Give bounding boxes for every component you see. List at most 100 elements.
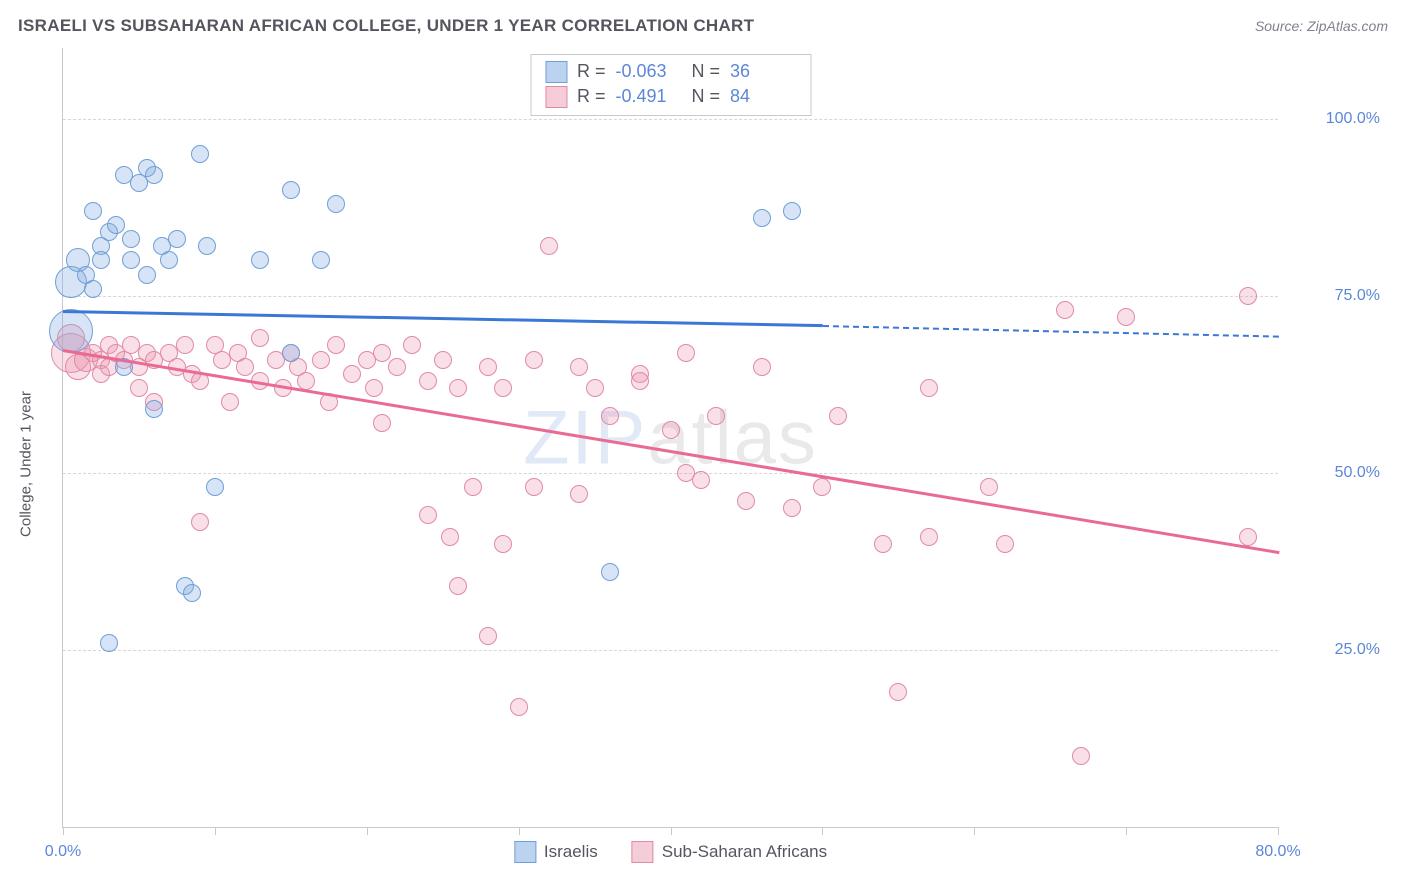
- scatter-point-subsaharan: [889, 683, 907, 701]
- trend-line: [63, 349, 1279, 554]
- scatter-point-israeli: [84, 280, 102, 298]
- stats-box: R = -0.063 N = 36 R = -0.491 N = 84: [530, 54, 811, 116]
- y-axis-label: College, Under 1 year: [18, 391, 35, 537]
- x-tick-label: 0.0%: [45, 843, 81, 861]
- scatter-point-subsaharan: [343, 365, 361, 383]
- scatter-point-subsaharan: [479, 358, 497, 376]
- scatter-point-subsaharan: [631, 372, 649, 390]
- scatter-point-subsaharan: [373, 414, 391, 432]
- x-tick: [63, 827, 64, 835]
- chart-title: ISRAELI VS SUBSAHARAN AFRICAN COLLEGE, U…: [18, 16, 754, 36]
- scatter-point-subsaharan: [327, 336, 345, 354]
- stats-r-label-1: R =: [577, 59, 606, 84]
- scatter-point-israeli: [160, 251, 178, 269]
- scatter-point-subsaharan: [403, 336, 421, 354]
- scatter-point-subsaharan: [236, 358, 254, 376]
- scatter-point-subsaharan: [312, 351, 330, 369]
- scatter-point-israeli: [191, 145, 209, 163]
- scatter-point-subsaharan: [570, 485, 588, 503]
- legend-swatch-2-icon: [632, 841, 654, 863]
- scatter-point-subsaharan: [221, 393, 239, 411]
- scatter-point-israeli: [122, 230, 140, 248]
- scatter-point-israeli: [84, 202, 102, 220]
- swatch-series2-icon: [545, 86, 567, 108]
- gridline: [63, 296, 1278, 297]
- scatter-point-subsaharan: [570, 358, 588, 376]
- scatter-point-israeli: [100, 634, 118, 652]
- legend-label-1: Israelis: [544, 842, 598, 862]
- scatter-point-subsaharan: [707, 407, 725, 425]
- scatter-point-israeli: [198, 237, 216, 255]
- stats-n-label-1: N =: [692, 59, 721, 84]
- scatter-point-israeli: [183, 584, 201, 602]
- scatter-point-subsaharan: [464, 478, 482, 496]
- scatter-point-subsaharan: [996, 535, 1014, 553]
- scatter-point-israeli: [282, 344, 300, 362]
- plot-area: ZIPatlas R = -0.063 N = 36 R = -0.491 N …: [62, 48, 1278, 828]
- scatter-point-subsaharan: [434, 351, 452, 369]
- scatter-point-subsaharan: [373, 344, 391, 362]
- legend-item-series2: Sub-Saharan Africans: [632, 841, 827, 863]
- gridline: [63, 473, 1278, 474]
- source-label: Source: ZipAtlas.com: [1255, 18, 1388, 34]
- stats-r-label-2: R =: [577, 84, 606, 109]
- trend-line: [63, 310, 823, 327]
- chart-container: College, Under 1 year ZIPatlas R = -0.06…: [18, 48, 1388, 880]
- scatter-point-subsaharan: [525, 478, 543, 496]
- stats-n-value-2: 84: [730, 84, 796, 109]
- scatter-point-israeli: [92, 251, 110, 269]
- scatter-point-subsaharan: [494, 535, 512, 553]
- scatter-point-subsaharan: [692, 471, 710, 489]
- scatter-point-subsaharan: [191, 513, 209, 531]
- legend-item-series1: Israelis: [514, 841, 598, 863]
- scatter-point-subsaharan: [920, 379, 938, 397]
- scatter-point-subsaharan: [479, 627, 497, 645]
- bottom-legend: Israelis Sub-Saharan Africans: [514, 841, 827, 863]
- scatter-point-subsaharan: [449, 577, 467, 595]
- x-tick: [1278, 827, 1279, 835]
- x-tick: [1126, 827, 1127, 835]
- stats-row-series1: R = -0.063 N = 36: [545, 59, 796, 84]
- y-tick-label: 100.0%: [1288, 110, 1380, 128]
- x-tick: [671, 827, 672, 835]
- scatter-point-israeli: [107, 216, 125, 234]
- stats-r-value-2: -0.491: [616, 84, 682, 109]
- scatter-point-subsaharan: [365, 379, 383, 397]
- scatter-point-israeli: [601, 563, 619, 581]
- scatter-point-subsaharan: [297, 372, 315, 390]
- scatter-point-subsaharan: [737, 492, 755, 510]
- y-tick-label: 50.0%: [1288, 464, 1380, 482]
- scatter-point-subsaharan: [813, 478, 831, 496]
- scatter-point-subsaharan: [1239, 287, 1257, 305]
- scatter-point-subsaharan: [441, 528, 459, 546]
- scatter-point-israeli: [49, 309, 93, 353]
- scatter-point-subsaharan: [419, 372, 437, 390]
- stats-n-value-1: 36: [730, 59, 796, 84]
- y-tick-label: 75.0%: [1288, 287, 1380, 305]
- scatter-point-subsaharan: [829, 407, 847, 425]
- scatter-point-israeli: [251, 251, 269, 269]
- scatter-point-israeli: [312, 251, 330, 269]
- stats-row-series2: R = -0.491 N = 84: [545, 84, 796, 109]
- swatch-series1-icon: [545, 61, 567, 83]
- x-tick-label: 80.0%: [1255, 843, 1300, 861]
- scatter-point-subsaharan: [494, 379, 512, 397]
- scatter-point-subsaharan: [176, 336, 194, 354]
- scatter-point-subsaharan: [388, 358, 406, 376]
- y-tick-label: 25.0%: [1288, 641, 1380, 659]
- scatter-point-subsaharan: [920, 528, 938, 546]
- scatter-point-israeli: [783, 202, 801, 220]
- scatter-point-subsaharan: [662, 421, 680, 439]
- scatter-point-subsaharan: [251, 329, 269, 347]
- scatter-point-subsaharan: [525, 351, 543, 369]
- trend-line: [823, 325, 1279, 338]
- scatter-point-subsaharan: [1117, 308, 1135, 326]
- scatter-point-israeli: [282, 181, 300, 199]
- scatter-point-subsaharan: [1056, 301, 1074, 319]
- stats-r-value-1: -0.063: [616, 59, 682, 84]
- scatter-point-israeli: [206, 478, 224, 496]
- legend-swatch-1-icon: [514, 841, 536, 863]
- scatter-point-subsaharan: [677, 344, 695, 362]
- scatter-point-subsaharan: [449, 379, 467, 397]
- scatter-point-subsaharan: [753, 358, 771, 376]
